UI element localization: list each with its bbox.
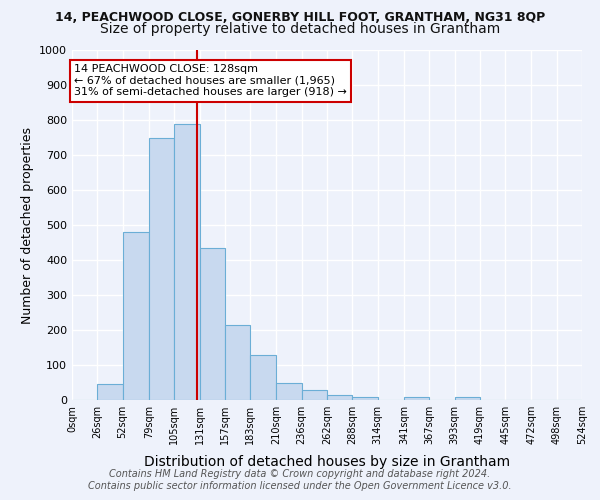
Bar — [455, 397, 480, 400]
Bar — [199, 248, 225, 400]
Text: Size of property relative to detached houses in Grantham: Size of property relative to detached ho… — [100, 22, 500, 36]
Bar — [149, 138, 174, 400]
Y-axis label: Number of detached properties: Number of detached properties — [20, 126, 34, 324]
Bar — [225, 325, 250, 400]
Bar — [352, 396, 377, 400]
Bar — [174, 124, 200, 400]
Bar — [277, 382, 302, 400]
Text: 14, PEACHWOOD CLOSE, GONERBY HILL FOOT, GRANTHAM, NG31 8QP: 14, PEACHWOOD CLOSE, GONERBY HILL FOOT, … — [55, 11, 545, 24]
Bar — [97, 384, 122, 400]
Bar — [250, 354, 277, 400]
Bar — [327, 395, 352, 400]
Text: Contains HM Land Registry data © Crown copyright and database right 2024.
Contai: Contains HM Land Registry data © Crown c… — [88, 470, 512, 491]
Bar — [122, 232, 149, 400]
Bar — [404, 397, 429, 400]
X-axis label: Distribution of detached houses by size in Grantham: Distribution of detached houses by size … — [144, 456, 510, 469]
Text: 14 PEACHWOOD CLOSE: 128sqm
← 67% of detached houses are smaller (1,965)
31% of s: 14 PEACHWOOD CLOSE: 128sqm ← 67% of deta… — [74, 64, 347, 97]
Bar — [302, 390, 327, 400]
